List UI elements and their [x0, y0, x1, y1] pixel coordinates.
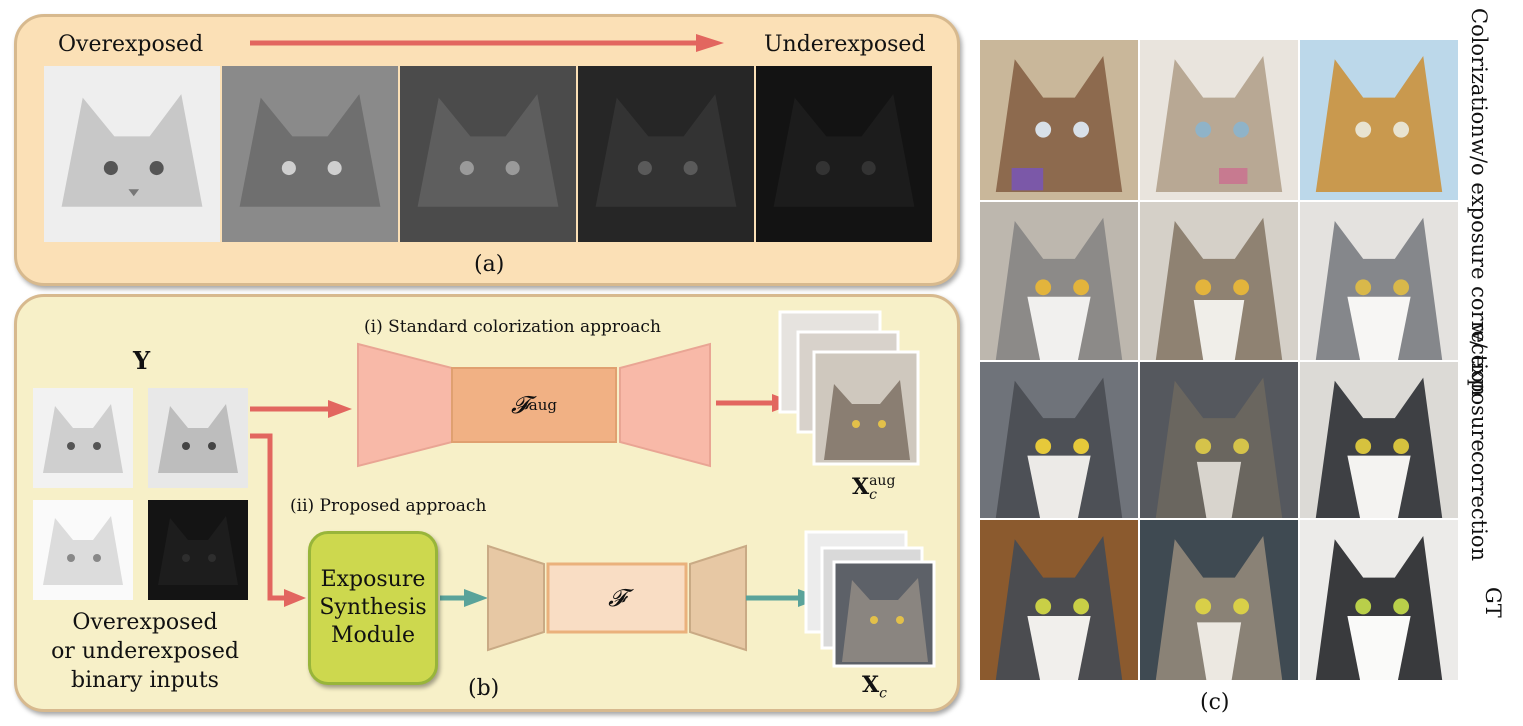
proposed-decoder: [689, 544, 747, 652]
result-r1-c2: [1140, 40, 1298, 200]
f-base: 𝓕: [608, 584, 626, 612]
result-r4-c3: [1300, 520, 1458, 680]
standard-encoder: [357, 342, 453, 468]
output-sub: c: [879, 685, 887, 702]
output-base: X: [862, 672, 880, 698]
input-tile-2: [148, 388, 248, 488]
label-with-line-1: w/ exposure: [1467, 322, 1491, 452]
input-caption-line-2: or underexposed: [51, 639, 239, 664]
input-caption: Overexposed or underexposed binary input…: [20, 608, 270, 695]
label-colorization-without: Colorization w/o exposure correction: [1466, 8, 1492, 396]
result-r2-c1: [980, 202, 1138, 360]
overexposed-label: Overexposed: [58, 32, 204, 57]
input-tile-4: [148, 500, 248, 600]
label-with-line-2: correction: [1467, 451, 1491, 562]
proposed-latent-block: [546, 562, 688, 634]
exposure-sample-5: [756, 66, 932, 242]
f-aug-sup: aug: [528, 396, 557, 414]
input-tile-1: [33, 388, 133, 488]
label-gt: GT: [1480, 524, 1506, 680]
standard-latent-block: [451, 367, 617, 443]
result-r4-c1: [980, 520, 1138, 680]
output-symbol: Xc: [862, 672, 887, 701]
output-aug-base: X: [852, 474, 870, 500]
input-symbol-y: Y: [133, 346, 151, 375]
caption-b: (b): [468, 676, 500, 701]
output-aug-cat: [824, 380, 910, 460]
exposure-sample-2: [222, 66, 398, 242]
result-r2-c3: [1300, 202, 1458, 360]
proposed-encoder: [487, 544, 545, 652]
result-r3-c1: [980, 362, 1138, 518]
output-cat: [842, 578, 928, 662]
caption-c: (c): [1200, 690, 1230, 715]
result-r4-c2: [1140, 520, 1298, 680]
module-line-1: Exposure: [320, 567, 426, 592]
exposure-synthesis-module: Exposure Synthesis Module: [308, 531, 438, 685]
result-r1-c3: [1300, 40, 1458, 200]
result-r3-c3: [1300, 362, 1458, 518]
module-line-3: Module: [330, 623, 416, 648]
output-aug-sup: aug: [869, 473, 896, 489]
input-caption-line-3: binary inputs: [71, 668, 219, 693]
output-aug-sub: c: [869, 487, 877, 503]
proposed-approach-label: (ii) Proposed approach: [290, 496, 487, 516]
module-line-2: Synthesis: [319, 595, 427, 620]
underexposed-label: Underexposed: [764, 32, 926, 57]
exposure-sample-3: [400, 66, 576, 242]
result-r3-c2: [1140, 362, 1298, 518]
result-grid: [980, 40, 1460, 680]
input-tile-3: [33, 500, 133, 600]
arrow-input-to-module-head: [284, 589, 306, 607]
label-with-correction: w/ exposure correction: [1466, 323, 1492, 562]
label-gt-text: GT: [1481, 586, 1505, 618]
f-symbol: 𝓕: [548, 564, 686, 632]
label-without-line-2: w/o exposure correction: [1467, 137, 1491, 396]
exposure-arrow: [250, 34, 724, 52]
exposure-sample-1: [44, 66, 220, 242]
standard-approach-label: (i) Standard colorization approach: [364, 317, 661, 337]
arrow-input-to-standard-head: [328, 400, 352, 418]
result-r1-c1: [980, 40, 1138, 200]
caption-a: (a): [474, 252, 505, 277]
standard-decoder: [619, 342, 711, 468]
pipeline-diagram: [250, 310, 936, 668]
label-without-line-1: Colorization: [1467, 8, 1491, 138]
exposure-sample-4: [578, 66, 754, 242]
arrow-module-to-network-head: [464, 589, 488, 607]
input-caption-line-1: Overexposed: [72, 610, 218, 635]
f-aug-base: 𝓕: [511, 391, 529, 419]
arrow-input-to-module: [250, 433, 286, 601]
result-r2-c2: [1140, 202, 1298, 360]
